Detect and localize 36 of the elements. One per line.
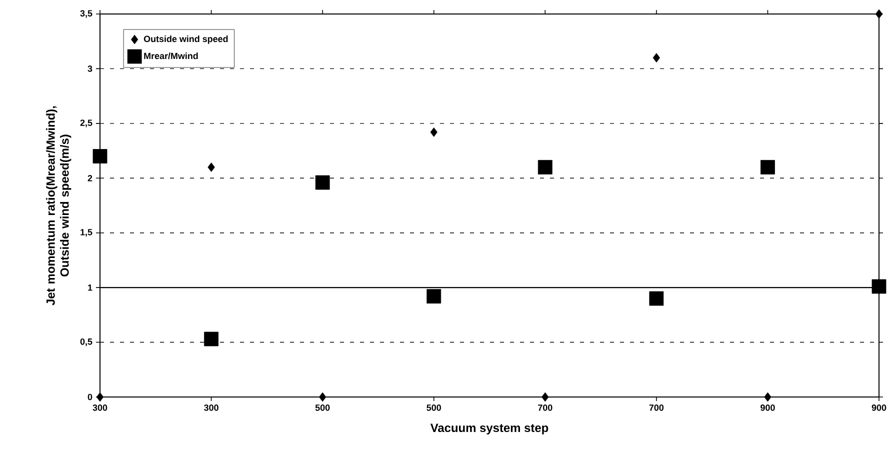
x-tick-label: 900 xyxy=(760,404,775,411)
x-tick-label: 500 xyxy=(315,404,330,411)
x-tick-label: 300 xyxy=(204,404,218,411)
y-axis-title: Jet momentum ratio(Mrear/Mwind), Outside wind speed(m/s) xyxy=(46,106,72,306)
x-tick-label: 900 xyxy=(872,404,886,411)
point xyxy=(96,392,104,402)
point xyxy=(875,9,883,19)
y-tick-label: 3,5 xyxy=(80,10,92,18)
point xyxy=(319,392,326,402)
point xyxy=(208,162,215,172)
point xyxy=(652,53,660,62)
y-tick-label: 2,5 xyxy=(80,120,92,128)
point xyxy=(760,160,775,174)
point xyxy=(872,279,886,294)
x-tick-label: 500 xyxy=(426,404,441,411)
y-tick-label: 3 xyxy=(88,66,92,72)
legend-label: Mrear/Mwind xyxy=(144,52,198,60)
x-axis-title: Vacuum system step xyxy=(430,424,548,434)
point xyxy=(426,289,442,304)
y-tick-label: 1 xyxy=(88,284,92,291)
y-tick-label: 1,5 xyxy=(80,229,92,237)
point xyxy=(649,291,664,306)
y-tick-label: 0,5 xyxy=(80,338,92,346)
point xyxy=(315,175,330,190)
x-tick-label: 300 xyxy=(92,404,108,411)
y-tick-label: 0 xyxy=(88,394,92,400)
point xyxy=(430,127,438,137)
point xyxy=(92,149,108,164)
x-tick-label: 700 xyxy=(649,404,664,411)
point xyxy=(204,332,218,346)
point xyxy=(542,392,549,402)
point xyxy=(538,160,552,174)
point xyxy=(764,392,772,402)
legend-label: Outside wind speed xyxy=(144,36,228,44)
x-tick-label: 700 xyxy=(538,404,552,411)
y-tick-label: 2 xyxy=(88,175,92,182)
